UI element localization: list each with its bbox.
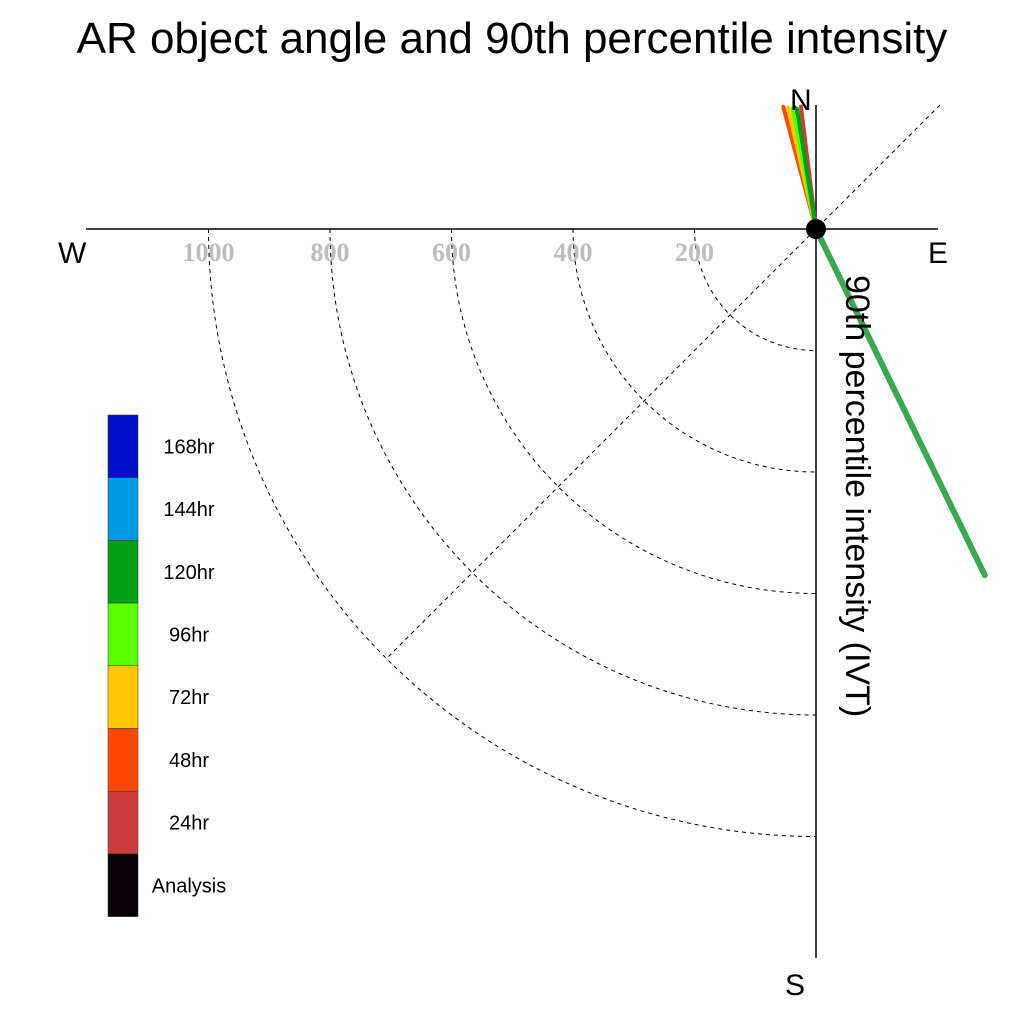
radial-tick-label: 800 — [311, 238, 350, 267]
grid-diagonal — [387, 104, 941, 658]
legend-swatch — [107, 540, 139, 604]
legend-label: 120hr — [163, 562, 214, 584]
direction-n: N — [790, 84, 812, 117]
legend-label: 24hr — [169, 813, 209, 835]
legend-swatch — [107, 728, 139, 792]
vector-120hr — [794, 106, 818, 231]
axes — [86, 105, 938, 958]
radial-axis-label: 90th percentile intensity (IVT) — [838, 275, 876, 717]
legend-swatch — [107, 477, 139, 541]
radial-tick-label: 600 — [432, 238, 471, 267]
chart-title: AR object angle and 90th percentile inte… — [76, 14, 948, 63]
grid-arc — [329, 228, 817, 716]
grid-arc — [694, 228, 817, 351]
legend-label: 48hr — [169, 750, 209, 772]
legend-swatch — [107, 853, 139, 917]
direction-e: E — [928, 237, 948, 270]
direction-w: W — [58, 237, 87, 270]
legend-swatch — [107, 790, 139, 855]
legend-swatch — [107, 414, 139, 478]
legend-label: 96hr — [169, 624, 209, 646]
legend-swatch — [107, 602, 139, 667]
legend-label: 168hr — [163, 436, 214, 458]
vector-120hr — [813, 226, 988, 579]
legend-label: 144hr — [163, 499, 214, 521]
radial-tick-labels: 200 400 600 800 1000 — [183, 238, 715, 267]
legend-label: Analysis — [152, 875, 226, 897]
radial-tick-label: 200 — [675, 238, 714, 267]
origin-dot — [806, 219, 826, 239]
legend-swatch — [107, 665, 139, 729]
legend-label: 72hr — [169, 687, 209, 709]
legend: 168hr 144hr 120hr 96hr 72hr 48hr 24hr Analysis — [107, 414, 226, 917]
vectors — [781, 104, 988, 579]
grid — [208, 104, 941, 837]
grid-arc — [208, 228, 817, 837]
radial-tick-label: 400 — [554, 238, 593, 267]
direction-s: S — [785, 969, 805, 1002]
radial-tick-label: 1000 — [183, 238, 235, 267]
